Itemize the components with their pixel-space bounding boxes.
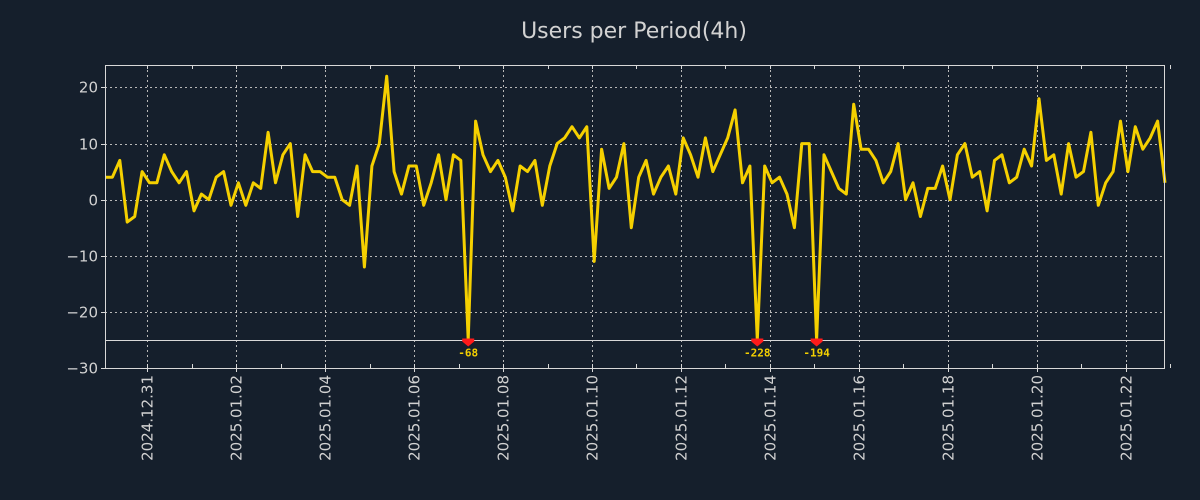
x-tick-label: 2024.12.31 [139,375,157,461]
y-axis: 20 10 0 −10 −20 −30 [66,79,105,378]
y-tick-label: −30 [66,360,98,378]
x-tick-label: 2025.01.20 [1029,375,1047,461]
clipped-value-label: -228 [744,347,771,360]
y-tick-label: 20 [79,79,98,97]
y-tick-label: −10 [66,248,98,266]
x-tick-label: 2025.01.16 [851,375,869,461]
y-tick-label: −20 [66,304,98,322]
x-tick-label: 2025.01.04 [317,375,335,461]
x-axis: 2024.12.31 2025.01.02 2025.01.04 2025.01.06… [139,65,1171,461]
clipped-value-label: -194 [803,347,830,360]
x-tick-label: 2025.01.12 [673,375,691,461]
x-tick-label: 2025.01.08 [495,375,513,461]
chart-title: Users per Period(4h) [521,19,747,44]
plot-frame [105,65,1165,369]
clipped-point-marker [810,338,823,347]
clipped-point-marker [751,338,764,347]
x-tick-label: 2025.01.22 [1118,375,1136,461]
clipped-value-label: -68 [458,347,478,360]
clipped-point-marker [462,338,475,347]
clipped-markers: -68 -228 -194 [458,338,830,360]
series-line-users [105,74,1167,342]
x-tick-label: 2025.01.14 [762,375,780,461]
y-tick-label: 0 [88,192,98,210]
x-tick-label: 2025.01.02 [228,375,246,461]
x-tick-label: 2025.01.10 [584,375,602,461]
x-tick-label: 2025.01.18 [940,375,958,461]
y-tick-label: 10 [79,136,98,154]
gridlines [105,65,1165,369]
x-tick-label: 2025.01.06 [406,375,424,461]
